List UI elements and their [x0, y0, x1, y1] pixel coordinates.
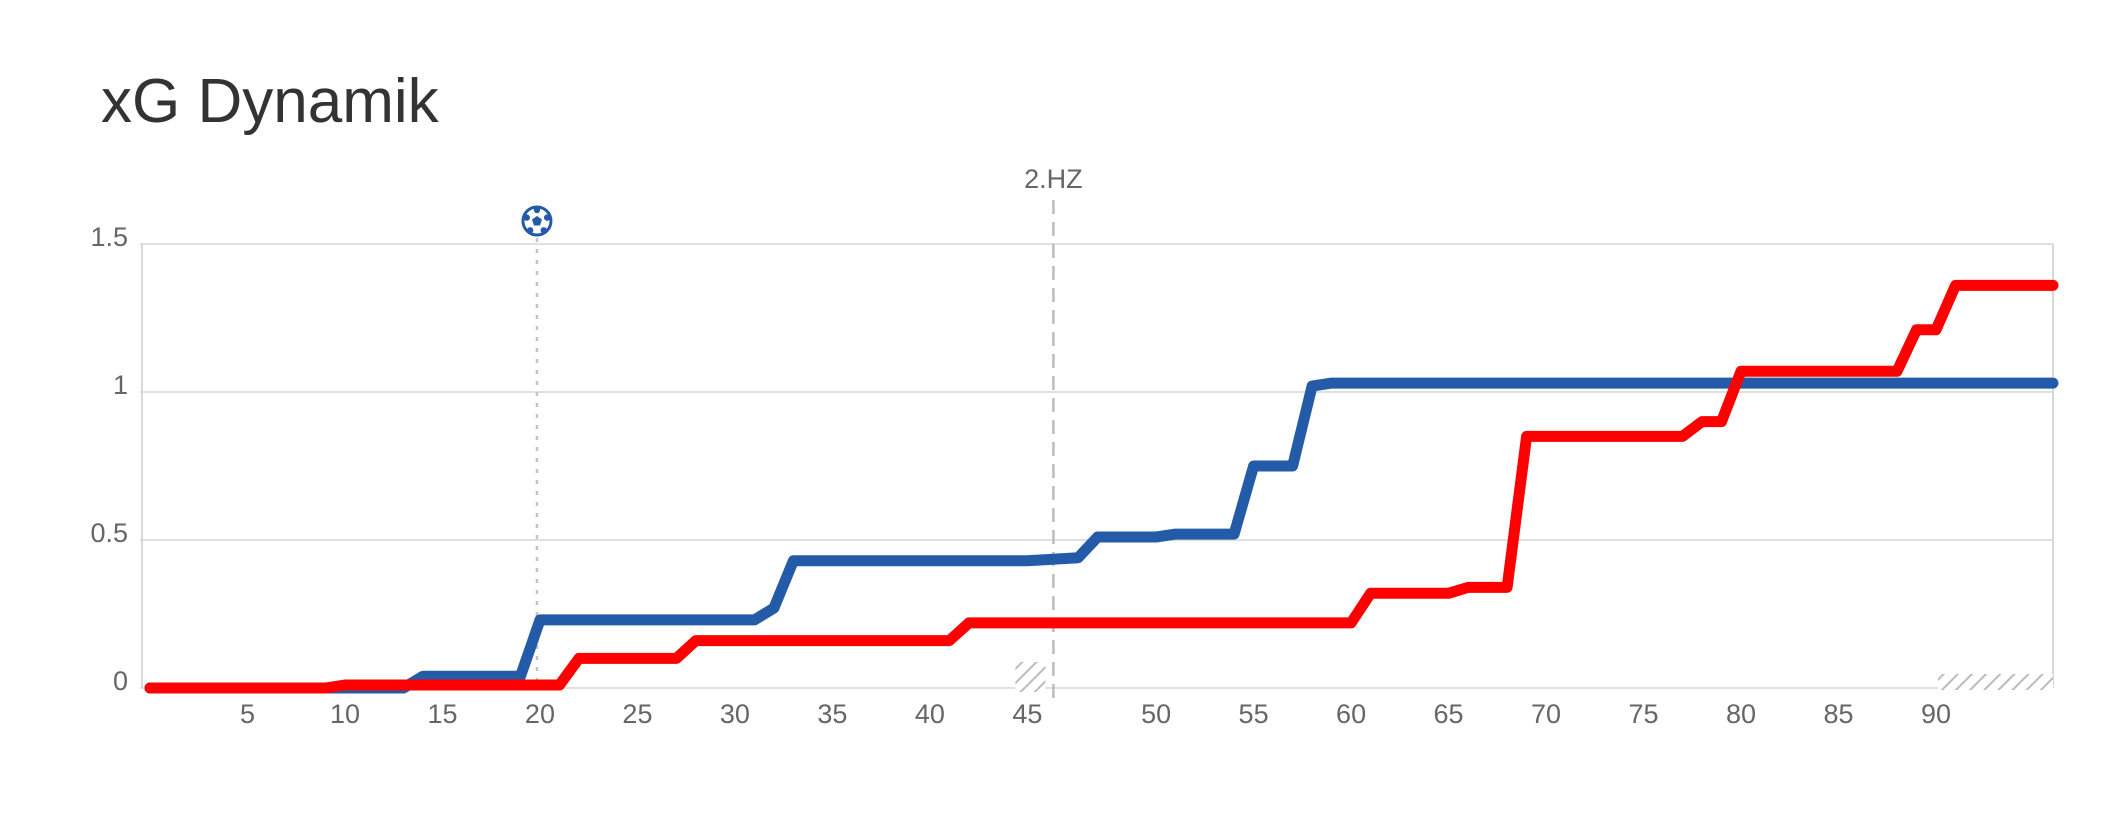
- y-tick-label: 0: [113, 666, 128, 696]
- x-tick-label: 70: [1531, 699, 1561, 729]
- x-tick-label: 30: [720, 699, 750, 729]
- soccer-ball-icon: [521, 205, 553, 237]
- halftime-label: 2.HZ: [1024, 164, 1083, 194]
- x-tick-label: 35: [817, 699, 847, 729]
- x-tick-label: 90: [1921, 699, 1951, 729]
- x-tick-label: 80: [1726, 699, 1756, 729]
- x-tick-label: 25: [622, 699, 652, 729]
- x-tick-label: 75: [1629, 699, 1659, 729]
- x-tick-label: 60: [1336, 699, 1366, 729]
- x-tick-label: 85: [1823, 699, 1853, 729]
- x-tick-label: 10: [330, 699, 360, 729]
- x-tick-label: 65: [1434, 699, 1464, 729]
- x-tick-label: 40: [915, 699, 945, 729]
- stoppage-hatch: [1938, 674, 2053, 690]
- x-tick-label: 55: [1239, 699, 1269, 729]
- x-tick-label: 50: [1141, 699, 1171, 729]
- y-tick-label: 1: [113, 370, 128, 400]
- x-tick-label: 20: [525, 699, 555, 729]
- series-line-1: [144, 377, 2059, 694]
- stoppage-hatch: [1015, 662, 1046, 692]
- y-tick-label: 1.5: [90, 222, 128, 252]
- series-line-2: [144, 279, 2059, 694]
- chart-title: xG Dynamik: [101, 67, 439, 136]
- x-tick-label: 15: [427, 699, 457, 729]
- x-tick-label: 45: [1012, 699, 1042, 729]
- y-tick-label: 0.5: [90, 518, 128, 548]
- x-tick-label: 5: [240, 699, 255, 729]
